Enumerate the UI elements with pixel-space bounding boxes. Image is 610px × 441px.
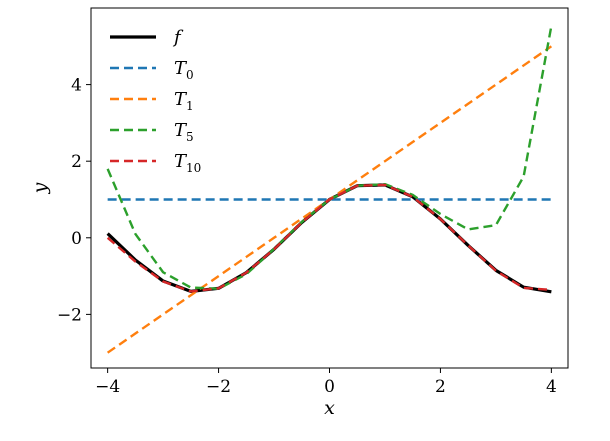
y-tick-label: 2 (71, 152, 82, 172)
x-tick-label: −2 (206, 377, 231, 397)
y-axis-label: y (29, 182, 51, 194)
x-tick-label: 0 (324, 377, 335, 397)
y-tick-label: 0 (71, 229, 82, 249)
series-line-t-5 (106, 25, 553, 290)
y-tick-label: −2 (57, 305, 82, 325)
x-axis-label: x (324, 397, 335, 419)
x-tick-label: 4 (546, 377, 557, 397)
ticks-layer: −4 −2 0 2 4 −2 0 2 4 (57, 76, 557, 397)
x-tick-label: −4 (95, 377, 120, 397)
y-tick-label: 4 (71, 76, 82, 96)
series-layer (106, 25, 553, 354)
x-tick-label: 2 (435, 377, 446, 397)
series-line-t-10 (106, 183, 552, 293)
